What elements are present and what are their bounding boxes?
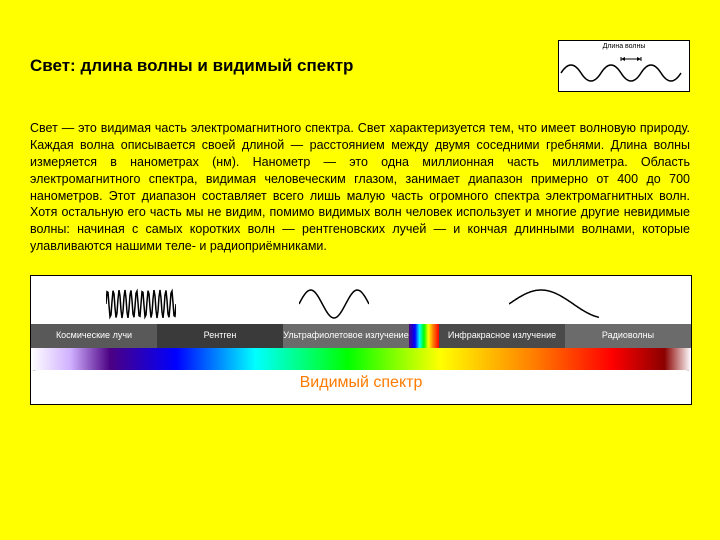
spectrum-band [409, 324, 439, 348]
visible-gradient [31, 348, 691, 370]
wavelength-label: Длина волны [603, 43, 646, 50]
spectrum-chart: Космические лучиРентгенУльтрафиолетовое … [30, 275, 692, 405]
spectrum-band: Ультрафиолетовое излучение [283, 324, 409, 348]
band-row: Космические лучиРентгенУльтрафиолетовое … [31, 324, 691, 348]
visible-spectrum-label: Видимый спектр [31, 374, 691, 392]
spectrum-band: Рентген [157, 324, 283, 348]
wave-long-cell [416, 288, 691, 320]
body-text: Свет — это видимая часть электромагнитно… [30, 120, 690, 255]
spectrum-band: Космические лучи [31, 324, 157, 348]
wave-dense-cell [31, 288, 251, 320]
header-row: Свет: длина волны и видимый спектр Длина… [30, 40, 690, 92]
wave-icon-row [31, 284, 691, 324]
wavelength-diagram: Длина волны [558, 40, 690, 92]
visible-row: Видимый спектр [31, 348, 691, 404]
wave-long-icon [509, 288, 599, 320]
spectrum-band: Инфракрасное излучение [439, 324, 565, 348]
wave-mid-cell [251, 288, 416, 320]
page-title: Свет: длина волны и видимый спектр [30, 56, 353, 76]
wave-small-svg [559, 55, 689, 89]
spectrum-band: Радиоволны [565, 324, 691, 348]
wave-dense-icon [106, 288, 176, 320]
wave-mid-icon [299, 288, 369, 320]
